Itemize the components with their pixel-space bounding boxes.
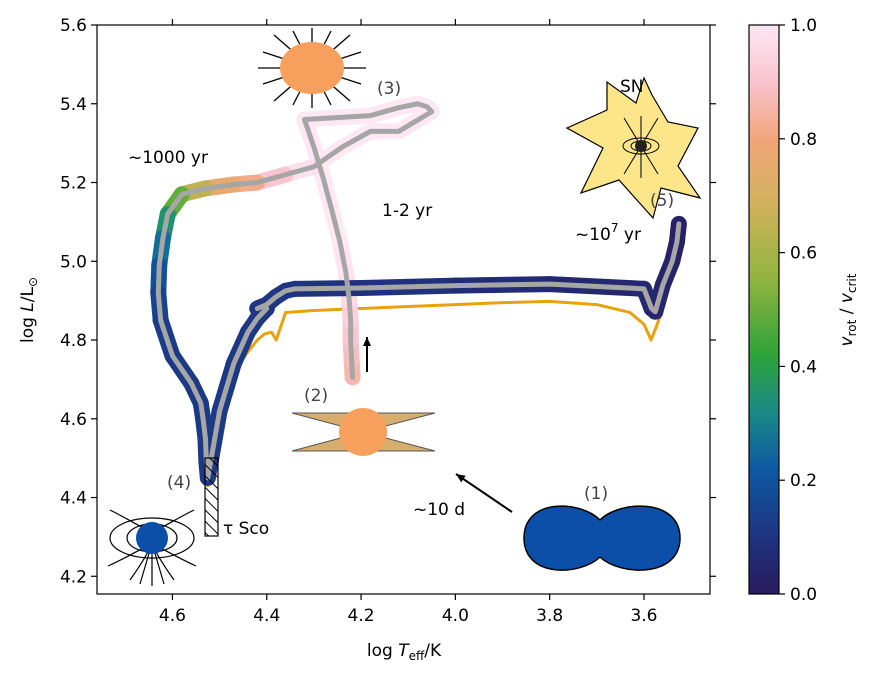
magnetic-star-icon <box>107 509 197 586</box>
disk-star-icon <box>291 408 436 456</box>
y-tick-label: 4.4 <box>60 489 87 509</box>
tracks-layer <box>150 95 687 488</box>
x-tick-label: 4.6 <box>159 606 186 626</box>
arrow-to-step2 <box>455 473 513 513</box>
time-1e7yr-exp: 7 <box>611 221 619 235</box>
y-tick-label: 4.8 <box>60 331 87 351</box>
tau-sco-label: τ Sco <box>223 519 269 539</box>
time-1000yr-label: ~1000 yr <box>128 148 208 168</box>
merger-track-core <box>155 101 682 481</box>
colorbar-tick-label: 0.8 <box>790 130 817 150</box>
colorbar-ticks: 0.0 0.2 0.4 0.6 0.8 1.0 <box>779 16 817 605</box>
tau-sco-box <box>204 457 219 537</box>
colorbar-tick-label: 0.0 <box>790 585 817 605</box>
time-1e7yr-label: ~107 yr <box>575 221 641 245</box>
y-tick-label: 5.0 <box>60 252 87 272</box>
colorbar-tick-label: 1.0 <box>790 16 817 36</box>
x-axis-label: log Teff/K <box>367 641 442 663</box>
colorbar <box>748 24 780 595</box>
y-tick-label: 5.4 <box>60 95 87 115</box>
y-tick-label: 5.6 <box>60 16 87 36</box>
supernova-icon <box>565 76 702 220</box>
colorbar-tick-label: 0.6 <box>790 244 817 264</box>
colorbar-tick-label: 0.2 <box>790 471 817 491</box>
y-axis-label: log L/L⊙ <box>18 277 40 343</box>
x-tick-label: 4.4 <box>253 606 280 626</box>
time-1e7yr-base: ~10 <box>575 225 611 245</box>
time-1-2yr-label: 1-2 yr <box>382 201 432 221</box>
ticks-layer: 4.6 4.4 4.2 4.0 3.8 3.6 4.2 4.4 4.6 4.8 5.0 5.2 5.4 5… <box>60 16 716 626</box>
x-tick-label: 4.0 <box>442 606 469 626</box>
y-tick-label: 4.6 <box>60 410 87 430</box>
time-1e7yr-unit: yr <box>619 225 641 245</box>
x-tick-label: 3.8 <box>536 606 563 626</box>
colorbar-label: vrot / vcrit <box>837 273 859 346</box>
x-tick-label: 3.6 <box>630 606 657 626</box>
contact-binary-icon <box>523 505 681 571</box>
sn-label: SN <box>620 77 644 97</box>
expanding-star-icon <box>258 28 366 108</box>
step-1-label: (1) <box>584 484 608 504</box>
step-5-label: (5) <box>650 191 674 211</box>
time-10d-label: ~10 d <box>413 500 465 520</box>
step-2-label: (2) <box>304 386 328 406</box>
colorbar-tick-label: 0.4 <box>790 357 817 377</box>
step-3-label: (3) <box>377 79 401 99</box>
x-tick-label: 4.2 <box>348 606 375 626</box>
step-4-label: (4) <box>167 473 191 493</box>
y-tick-label: 5.2 <box>60 174 87 194</box>
y-tick-label: 4.2 <box>60 567 87 587</box>
